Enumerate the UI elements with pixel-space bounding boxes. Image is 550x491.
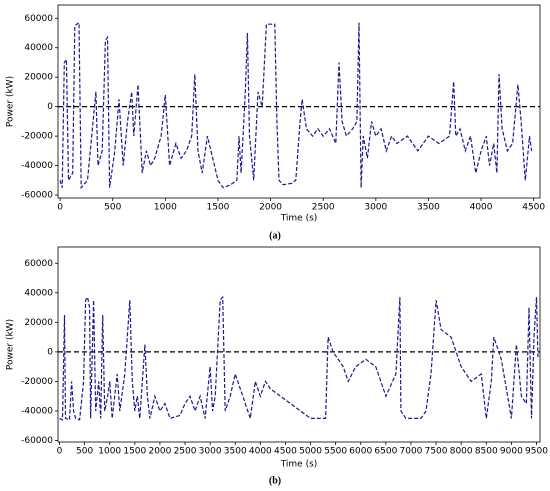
caption: (a) [269,230,281,241]
x-tick-label: 4500 [274,447,297,457]
y-tick-label: 40000 [24,288,53,298]
y-axis-label: Power (kW) [6,76,16,127]
y-tick-label: 20000 [24,73,53,83]
y-tick-label: 60000 [24,259,53,269]
power-line [59,21,533,190]
x-tick-label: 5500 [324,447,347,457]
x-tick-label: 7500 [425,447,448,457]
y-tick-label: -60000 [21,191,53,201]
x-tick-label: 2000 [259,203,282,213]
x-tick-label: 3500 [417,203,440,213]
y-tick-label: -20000 [21,132,53,142]
y-tick-label: 40000 [24,43,53,53]
x-tick-label: 4000 [249,447,272,457]
y-tick-label: -40000 [21,406,53,416]
axes-frame [57,4,541,199]
x-tick-label: 1000 [98,447,121,457]
y-tick-label: -20000 [21,377,53,387]
x-tick-label: 4500 [522,203,545,213]
y-tick-label: 20000 [24,318,53,328]
x-tick-label: 0 [57,203,63,213]
caption: (b) [269,475,281,486]
x-tick-label: 500 [104,203,121,213]
x-tick-label: 5000 [299,447,322,457]
x-axis-label: Time (s) [280,214,318,224]
y-tick-label: 60000 [24,14,53,24]
x-tick-label: 2000 [148,447,171,457]
x-tick-label: 6500 [374,447,397,457]
x-tick-label: 7000 [400,447,423,457]
x-tick-label: 2500 [312,203,335,213]
x-tick-label: 8500 [475,447,498,457]
power-line [59,295,539,421]
x-tick-label: 8000 [450,447,473,457]
y-tick-label: -60000 [21,436,53,446]
x-tick-label: 500 [76,447,93,457]
y-tick-label: -40000 [21,161,53,171]
x-tick-label: 6000 [349,447,372,457]
x-axis-label: Time (s) [280,460,318,470]
x-tick-label: 1500 [207,203,230,213]
y-axis-label: Power (kW) [6,319,16,370]
axes-frame [57,246,541,443]
x-tick-label: 1000 [154,203,177,213]
x-tick-label: 3500 [224,447,247,457]
x-tick-label: 1500 [123,447,146,457]
x-tick-label: 2500 [174,447,197,457]
x-tick-label: 9000 [500,447,523,457]
x-tick-label: 3000 [199,447,222,457]
y-tick-label: 0 [47,102,53,112]
x-tick-label: 3000 [364,203,387,213]
y-tick-label: 0 [47,347,53,357]
x-tick-label: 9500 [525,447,548,457]
x-tick-label: 4000 [470,203,493,213]
x-tick-label: 0 [57,447,63,457]
